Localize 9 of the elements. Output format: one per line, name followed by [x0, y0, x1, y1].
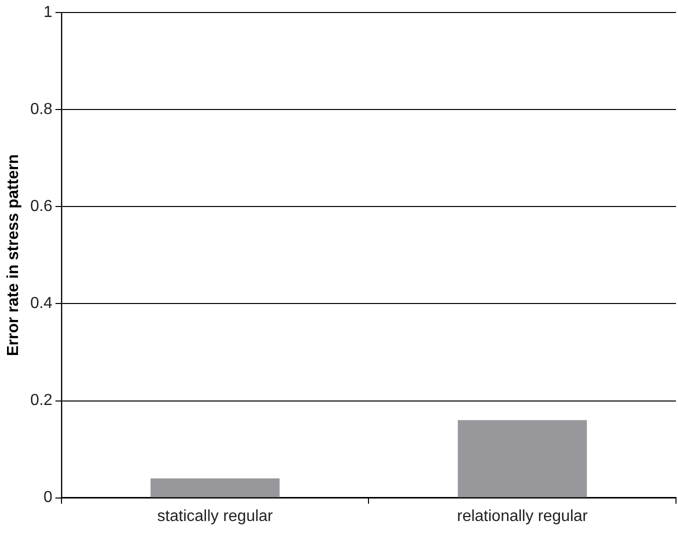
x-tick-label: statically regular [157, 508, 274, 525]
y-tick-label: 0.4 [30, 295, 53, 312]
y-tick-label: 1 [44, 4, 53, 22]
x-tick-label: relationally regular [456, 508, 588, 525]
y-tick-label: 0.6 [30, 198, 53, 216]
y-tick-label: 0 [44, 489, 53, 506]
y-tick-label: 0.8 [30, 101, 53, 118]
y-tick-label: 0.2 [30, 392, 53, 410]
y-axis-title: Error rate in stress pattern [5, 154, 22, 356]
